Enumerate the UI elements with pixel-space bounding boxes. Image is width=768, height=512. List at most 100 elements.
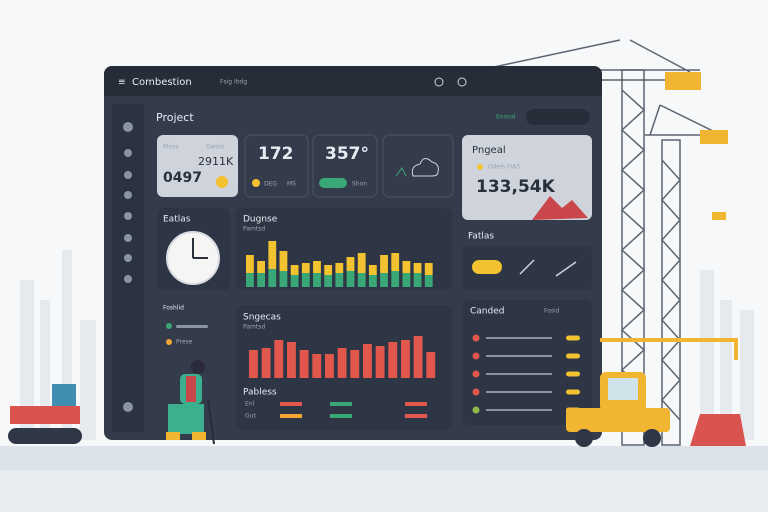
ground-front	[0, 470, 768, 512]
icon[interactable]	[434, 77, 444, 87]
list-title: Canded	[470, 307, 504, 317]
bar-segment	[391, 253, 400, 271]
icon[interactable]	[457, 77, 467, 87]
city	[20, 250, 754, 440]
crane-weight	[665, 72, 701, 90]
bar-segment	[290, 265, 299, 275]
sidebar-icons[interactable]	[123, 122, 133, 412]
row-line	[486, 373, 552, 375]
bar-segment	[413, 273, 422, 287]
row-pill	[566, 353, 580, 359]
bar	[249, 350, 258, 378]
kpi-tag: DEG	[264, 181, 277, 188]
kpi-value: 172	[258, 144, 294, 164]
toggle[interactable]	[526, 109, 590, 125]
row-dot	[472, 388, 480, 396]
kpi-icon	[252, 179, 260, 187]
bar-segment	[357, 273, 366, 287]
list-card	[462, 300, 592, 425]
bar-segment	[301, 263, 310, 273]
row-line	[486, 355, 552, 357]
action-button[interactable]	[472, 260, 502, 274]
bar-segment	[268, 269, 277, 287]
footer-marks	[280, 402, 427, 418]
mountain-chart	[532, 196, 588, 220]
list-tag: Fosid	[544, 308, 560, 315]
highlight-value: 133,54K	[476, 177, 556, 197]
row-dot	[472, 406, 480, 414]
bar-segment	[402, 261, 411, 273]
row-line	[486, 337, 552, 339]
bar-segment	[279, 251, 288, 271]
highlight-card	[462, 135, 592, 220]
app-title: Combestion	[132, 77, 192, 88]
row-line	[486, 391, 552, 393]
pill	[319, 178, 347, 188]
kpi-label: Pfoss	[163, 144, 179, 151]
row-line	[486, 409, 552, 411]
footer-item: Gut	[245, 413, 256, 420]
bar-segment	[424, 263, 433, 275]
chart-subtitle: Pamtsd	[243, 226, 265, 233]
bar-segment	[413, 263, 422, 273]
bar-segment	[357, 253, 366, 273]
cloud-icon	[411, 158, 439, 177]
bar-segment	[313, 261, 321, 273]
worker	[166, 360, 215, 445]
kpi-tag: Shon	[352, 181, 367, 188]
chart2-bars	[249, 336, 436, 378]
row-pill	[566, 335, 580, 341]
card-title: Eatlas	[163, 215, 191, 225]
highlight-title: Pngeal	[472, 145, 506, 156]
kpi-icon	[216, 176, 228, 188]
bar-segment	[246, 255, 254, 273]
bar	[312, 354, 322, 378]
legend-dot	[166, 339, 172, 345]
menu-icon[interactable]: ≡	[118, 78, 126, 88]
bulldozer	[8, 384, 82, 444]
row-pill	[566, 389, 580, 395]
bar	[388, 342, 398, 378]
bar-segment	[257, 261, 265, 273]
bar	[274, 340, 284, 378]
nav-links[interactable]: Fsig Ibdg	[220, 79, 247, 86]
bar-segment	[268, 241, 277, 269]
weather-card	[382, 134, 454, 198]
kpi-sub: 0497	[163, 170, 202, 186]
footer-title: Pabless	[243, 388, 277, 398]
bar-segment	[346, 271, 355, 287]
chart1-bars	[246, 241, 433, 287]
bar-segment	[246, 273, 254, 287]
kpi-tag: MS	[287, 181, 296, 188]
bar	[363, 344, 372, 378]
status: Eoosal	[496, 114, 516, 121]
highlight-sub: Odels FIAS	[488, 164, 520, 171]
legend-bar	[176, 325, 208, 328]
footer-item: Enl	[245, 401, 255, 408]
row-dot	[472, 334, 480, 342]
trend-icons[interactable]	[519, 259, 577, 277]
bar-segment	[290, 275, 299, 287]
bar-segment	[346, 257, 355, 271]
crane-weight	[700, 130, 728, 144]
kpi-card	[244, 134, 309, 198]
crane-hook	[712, 212, 726, 220]
header-bar	[104, 66, 602, 96]
bar-segment	[313, 273, 321, 287]
bar-segment	[402, 273, 411, 287]
row-dot	[472, 352, 480, 360]
bar-segment	[257, 273, 265, 287]
bar-segment	[368, 265, 377, 275]
sidebar	[112, 104, 144, 432]
bar-segment	[380, 273, 388, 287]
kpi-card	[312, 134, 378, 198]
section-title: Project	[156, 111, 194, 124]
kpi-value: 2911K	[198, 155, 234, 168]
legend-item: Prese	[176, 339, 193, 346]
panel-title: Fatlas	[468, 232, 494, 242]
bar-segment	[391, 271, 400, 287]
legend-item: Foshlid	[163, 305, 184, 312]
bar	[337, 348, 347, 378]
